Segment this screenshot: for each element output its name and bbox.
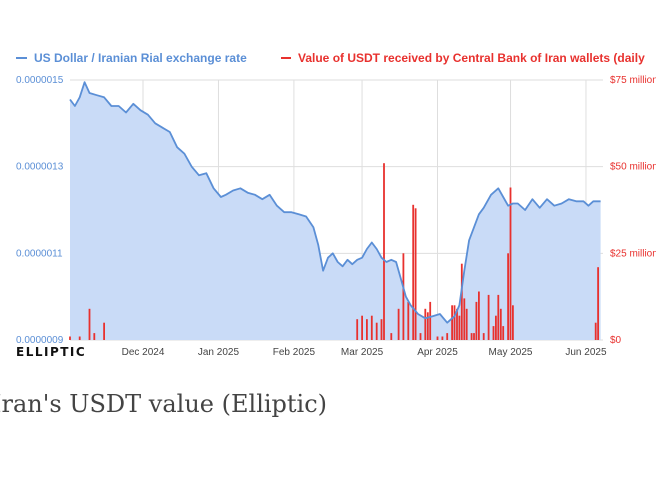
elliptic-logo: ELLIPTIC [16,345,87,359]
chart-legend: US Dollar / Iranian Rial exchange rate Va… [16,51,645,65]
usdt-bar [594,322,597,340]
usdt-bar [93,333,96,340]
usdt-bar [509,187,512,340]
x-axis: Dec 2024 Jan 2025 Feb 2025 Mar 2025 Apr 2025… [122,347,607,358]
usdt-bar [458,315,461,340]
usdt-bar [470,333,473,340]
usdt-bar [597,267,599,340]
usdt-bar [407,301,410,340]
usdt-bar [502,326,505,340]
usdt-bar [436,336,439,340]
x-tick-label: Mar 2025 [341,347,384,358]
usdt-bar [380,319,383,340]
legend-label-usdt: Value of USDT received by Central Bank o… [298,51,645,65]
left-tick-label: 0.0000013 [16,162,64,173]
usdt-bar [402,253,405,340]
x-tick-label: Feb 2025 [273,347,316,358]
usdt-bar [356,319,359,340]
usdt-bar [453,305,456,340]
usdt-bar [495,315,497,340]
exchange-rate-line-path [69,81,601,324]
usdt-bar [465,308,468,340]
image-caption: Iran's USDT value (Elliptic) [0,390,328,418]
usdt-bar [473,333,475,340]
x-tick-label: Jan 2025 [198,347,240,358]
usdt-bar [361,315,363,340]
usdt-bar [103,322,105,340]
right-tick-label: $50 million [610,162,656,173]
usdt-bar [478,291,480,340]
usdt-bar [441,336,444,340]
usdt-bar [507,253,509,340]
left-tick-label: 0.0000011 [16,248,63,259]
exchange-rate-area-fill [70,82,601,340]
usdt-bar [463,298,466,340]
exchange-rate-area [70,82,601,340]
usdt-bar [397,308,400,340]
usdt-bar [78,336,81,340]
usdt-bar [390,333,393,340]
usdt-bar [375,322,378,340]
usdt-bar [446,333,449,340]
exchange-rate-usdt-chart: US Dollar / Iranian Rial exchange rate Va… [16,51,656,358]
usdt-bar [487,294,490,340]
usdt-bar [424,308,427,340]
usdt-bar [460,263,463,340]
usdt-bar [412,204,415,340]
x-tick-label: May 2025 [489,347,533,358]
right-axis: $0 $25 million $50 million $75 million [610,75,656,346]
usdt-bar [383,163,385,340]
chart-area: US Dollar / Iranian Rial exchange rate Va… [16,51,656,359]
usdt-bar [419,333,422,340]
usdt-bar [88,308,91,340]
usdt-bars [69,163,599,340]
usdt-bar [482,333,485,340]
usdt-bar [492,326,495,340]
right-tick-label: $75 million [610,75,656,86]
usdt-bar [366,319,368,340]
legend-label-exchange-rate: US Dollar / Iranian Rial exchange rate [34,51,247,65]
x-tick-label: Jun 2025 [565,347,607,358]
right-tick-label: $25 million [610,248,656,259]
left-tick-label: 0.0000015 [16,75,64,86]
exchange-rate-line [69,81,601,324]
left-tick-label: 0.0000009 [16,335,64,346]
usdt-bar [499,308,502,340]
usdt-bar [451,305,453,340]
usdt-bar [497,294,500,340]
left-axis: 0.0000009 0.0000011 0.0000013 0.0000015 [16,75,64,346]
right-tick-label: $0 [610,335,622,346]
x-tick-label: Dec 2024 [122,347,165,358]
usdt-bar [426,312,429,340]
usdt-bar [512,305,514,340]
usdt-bar [69,336,71,340]
usdt-bar [456,308,458,340]
x-tick-label: Apr 2025 [417,347,458,358]
usdt-bar [429,301,432,340]
usdt-bar [475,301,478,340]
usdt-bar [370,315,373,340]
usdt-bar [414,208,417,340]
